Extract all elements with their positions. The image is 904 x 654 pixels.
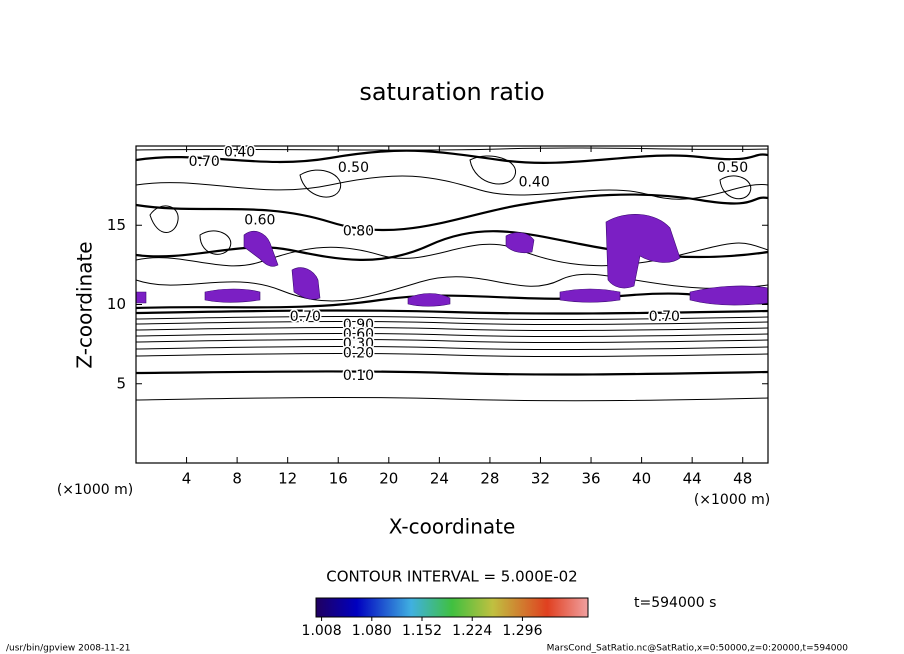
time-label: t=594000 s (634, 595, 716, 611)
y-tick-label: 15 (107, 216, 126, 234)
contour-label: 0.80 (343, 224, 374, 240)
contour-label: 0.70 (649, 309, 680, 325)
contour-label: 0.10 (343, 368, 374, 384)
y-axis-label: Z-coordinate (73, 241, 97, 368)
x-unit: (×1000 m) (694, 492, 770, 508)
contour-label: 0.60 (244, 212, 275, 228)
contour-label: 0.40 (519, 174, 550, 190)
contour-label: 0.60 (343, 327, 374, 343)
x-tick-label: 8 (232, 470, 242, 488)
contour-label: 0.40 (224, 144, 255, 160)
x-tick-label: 12 (278, 470, 297, 488)
colorbar-tick-label: 1.008 (302, 623, 342, 639)
footer-right: MarsCond_SatRatio.nc@SatRatio,x=0:50000,… (547, 644, 849, 654)
colorbar (315, 597, 589, 618)
contour-label: 0.50 (338, 160, 369, 176)
plot-frame (135, 145, 769, 464)
x-tick-label: 36 (581, 470, 600, 488)
colorbar-tick-label: 1.296 (502, 623, 542, 639)
contour-label: 0.20 (343, 346, 374, 362)
supersaturation-regions (135, 213, 769, 307)
x-axis-label: X-coordinate (389, 515, 516, 539)
y-tick-label: 5 (116, 374, 126, 392)
x-tick-label: 48 (733, 470, 752, 488)
contour-label: 0.50 (717, 160, 748, 176)
x-tick-label: 24 (430, 470, 449, 488)
contour-field (135, 147, 769, 402)
x-tick-label: 40 (632, 470, 651, 488)
x-tick-label: 32 (531, 470, 550, 488)
chart-title: saturation ratio (359, 78, 544, 106)
x-tick-label: 28 (480, 470, 499, 488)
y-tick-label: 10 (107, 295, 126, 313)
contour-label: 0.70 (290, 309, 321, 325)
colorbar-tick-label: 1.152 (402, 623, 442, 639)
colorbar-tick-label: 1.224 (452, 623, 492, 639)
contour-interval: CONTOUR INTERVAL = 5.000E-02 (326, 568, 577, 586)
x-tick-label: 44 (683, 470, 702, 488)
contour-label: 0.90 (343, 317, 374, 333)
contour-label: 0.70 (189, 154, 220, 170)
x-tick-label: 4 (182, 470, 192, 488)
x-tick-label: 16 (329, 470, 348, 488)
y-unit: (×1000 m) (57, 482, 133, 498)
contour-label: 0.30 (343, 336, 374, 352)
x-tick-label: 20 (379, 470, 398, 488)
colorbar-tick-label: 1.080 (352, 623, 392, 639)
footer-left: /usr/bin/gpview 2008-11-21 (6, 644, 130, 654)
